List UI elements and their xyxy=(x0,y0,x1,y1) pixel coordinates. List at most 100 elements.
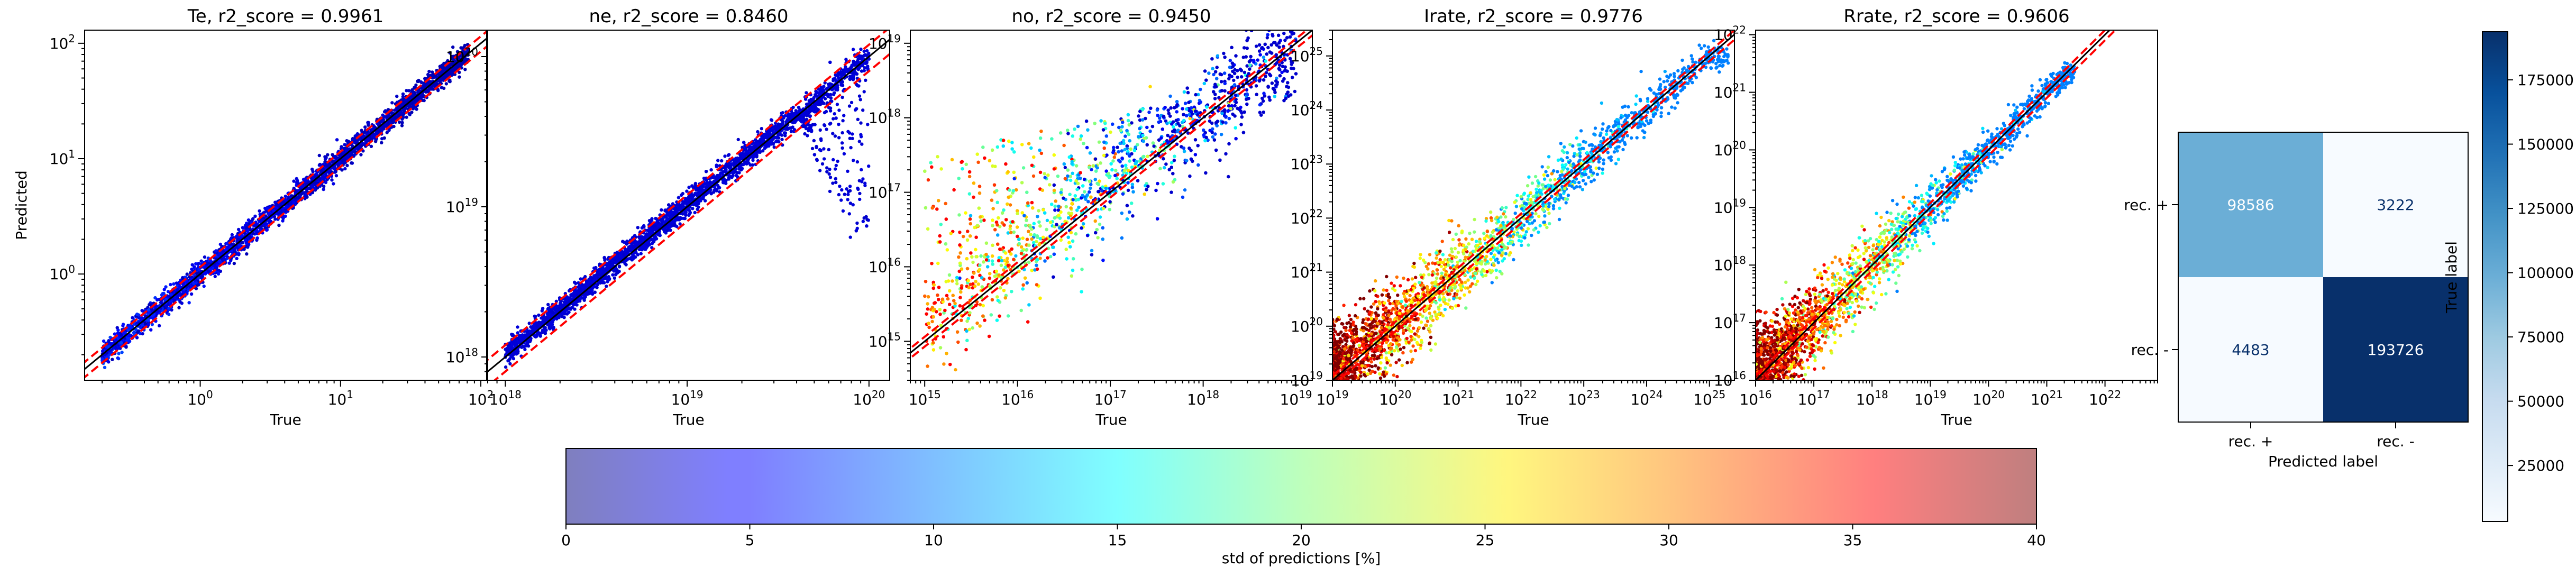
scatter-point xyxy=(417,78,421,83)
scatter-point xyxy=(838,185,842,188)
scatter-point xyxy=(102,339,106,343)
scatter-point xyxy=(262,223,266,226)
scatter-point xyxy=(245,252,249,256)
scatter-point xyxy=(362,131,366,134)
scatter-point xyxy=(837,123,841,126)
panel-title: Te, r2_score = 0.9961 xyxy=(187,6,384,27)
scatter-point xyxy=(266,206,269,210)
scatter-point xyxy=(778,132,782,136)
scatter-point xyxy=(687,213,691,217)
scatter-point xyxy=(828,176,833,179)
scatter-point xyxy=(528,329,532,333)
scatter-point xyxy=(351,138,354,142)
scatter-point xyxy=(792,130,796,133)
scatter-point xyxy=(560,315,564,318)
scatter-point xyxy=(324,180,328,185)
scatter-point xyxy=(544,328,548,332)
scatter-point xyxy=(125,339,129,343)
scatter-point xyxy=(272,209,276,213)
scatter-point xyxy=(160,293,164,297)
scatter-point xyxy=(458,70,461,75)
scatter-point xyxy=(611,273,615,277)
scatter-point xyxy=(751,158,755,162)
scatter-point xyxy=(405,89,408,93)
scatter-point xyxy=(761,149,765,153)
scatter-point xyxy=(405,115,408,119)
scatter-point xyxy=(791,105,795,109)
scatter-point xyxy=(859,121,863,125)
scatter-point xyxy=(832,158,835,162)
scatter-points xyxy=(504,47,871,369)
scatter-point xyxy=(395,94,399,98)
scatter-point xyxy=(768,133,772,137)
scatter-point xyxy=(831,181,835,185)
scatter-point xyxy=(143,322,148,325)
scatter-point xyxy=(598,281,602,285)
scatter-point xyxy=(361,142,366,146)
scatter-point xyxy=(840,188,844,192)
scatter-point xyxy=(804,111,808,114)
scatter-point xyxy=(235,234,239,238)
scatter-point xyxy=(842,114,846,117)
scatter-point xyxy=(617,264,622,268)
scatter-point xyxy=(810,129,814,132)
scatter-point xyxy=(448,51,452,55)
scatter-point xyxy=(777,123,780,127)
scatter-point xyxy=(304,180,308,184)
scatter-point xyxy=(770,139,774,143)
scatter-point xyxy=(350,161,353,165)
scatter-point xyxy=(636,226,640,230)
scatter-point xyxy=(458,75,461,79)
scatter-point xyxy=(246,218,251,222)
scatter-point xyxy=(861,108,865,112)
scatter-point xyxy=(847,212,852,216)
scatter-point xyxy=(131,316,134,319)
scatter-point xyxy=(572,280,577,284)
scatter-point xyxy=(709,192,713,196)
scatter-point xyxy=(613,276,617,280)
scatter-point xyxy=(120,333,123,337)
scatter-point xyxy=(709,168,713,172)
scatter-point xyxy=(414,83,418,87)
scatter-point xyxy=(372,126,376,130)
scatter-point xyxy=(865,218,869,222)
scatter-point xyxy=(589,281,593,285)
scatter-point xyxy=(506,359,510,363)
scatter-point xyxy=(343,161,347,164)
scatter-point xyxy=(567,297,571,300)
scatter-point xyxy=(819,137,823,141)
scatter-point xyxy=(333,170,337,174)
scatter-point xyxy=(607,275,610,279)
scatter-point xyxy=(846,193,850,196)
scatter-point xyxy=(856,186,860,190)
upper-bound-line xyxy=(85,30,487,364)
scatter-point xyxy=(785,127,790,131)
scatter-point xyxy=(277,223,281,227)
scatter-point xyxy=(345,154,350,158)
scatter-point xyxy=(292,179,296,183)
scatter-point xyxy=(848,136,852,140)
scatter-point xyxy=(841,84,845,87)
scatter-point xyxy=(232,261,236,265)
scatter-point xyxy=(660,222,664,225)
scatter-point xyxy=(334,174,339,178)
scatter-point xyxy=(195,272,199,276)
scatter-point xyxy=(400,121,404,124)
scatter-point xyxy=(129,325,132,329)
scatter-point xyxy=(863,184,867,188)
x-axis-label: True xyxy=(269,411,301,428)
scatter-point xyxy=(693,210,697,215)
scatter-point xyxy=(447,65,451,68)
scatter-point xyxy=(741,145,744,149)
scatter-point xyxy=(248,235,252,240)
scatter-point xyxy=(825,170,829,173)
scatter-point xyxy=(116,356,121,361)
scatter-point xyxy=(225,242,229,245)
scatter-point xyxy=(789,126,793,130)
scatter-point xyxy=(380,137,384,141)
scatter-point xyxy=(412,99,416,103)
scatter-point xyxy=(521,344,525,348)
scatter-point xyxy=(426,72,430,77)
scatter-point xyxy=(861,63,864,68)
